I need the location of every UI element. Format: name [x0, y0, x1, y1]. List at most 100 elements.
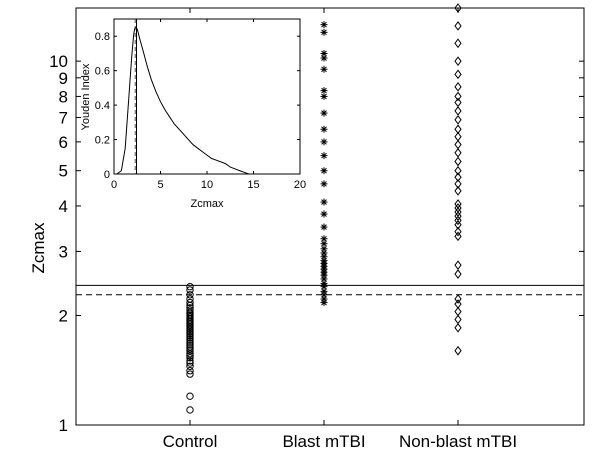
inset-y-axis-label: Youden Index — [80, 63, 92, 130]
inset-y-tick-label: 0 — [104, 169, 110, 181]
non-blast-point — [454, 172, 462, 182]
blast-point — [320, 245, 328, 253]
blast-point — [320, 223, 328, 231]
blast-point — [320, 138, 328, 146]
control-point — [186, 370, 194, 378]
blast-point — [320, 167, 328, 175]
blast-point — [320, 49, 328, 57]
inset-y-ticks: 0 0.2 0.4 0.6 0.8 — [95, 31, 300, 181]
control-point — [186, 339, 194, 347]
control-point — [186, 298, 194, 307]
inset-reference-lines — [134, 19, 138, 174]
blast-point — [320, 295, 328, 303]
non-blast-point — [454, 97, 462, 108]
main-data-points — [186, 3, 462, 414]
non-blast-point — [454, 211, 462, 221]
inset-x-tick-label: 15 — [247, 179, 259, 191]
non-blast-point — [454, 91, 462, 102]
main-y-tick-label: 4 — [59, 197, 68, 216]
non-blast-point — [454, 306, 462, 317]
control-point — [186, 392, 194, 400]
inset-x-tick-label: 20 — [294, 179, 306, 191]
main-y-tick-label: 6 — [59, 133, 68, 152]
blast-point — [320, 235, 328, 243]
non-blast-point — [454, 165, 462, 176]
non-blast-point — [454, 186, 462, 196]
main-y-tick-label: 2 — [59, 306, 68, 325]
non-blast-point — [454, 345, 462, 356]
inset-y-tick-label: 0.2 — [95, 135, 110, 147]
non-blast-point — [454, 3, 462, 13]
main-y-tick-label: 8 — [59, 87, 68, 106]
main-y-tick-label: 5 — [59, 162, 68, 181]
blast-point — [320, 287, 328, 295]
non-blast-point — [454, 226, 462, 237]
control-point — [186, 367, 194, 375]
control-point — [186, 357, 194, 365]
non-blast-point — [454, 215, 462, 226]
non-blast-point — [454, 203, 462, 213]
inset-y-tick-label: 0.6 — [95, 66, 110, 78]
blast-point — [320, 87, 328, 95]
main-y-tick-label: 3 — [59, 242, 68, 261]
control-point — [186, 343, 194, 351]
control-point — [186, 286, 194, 294]
non-blast-point — [454, 38, 462, 49]
non-blast-point — [454, 139, 462, 150]
main-reference-lines — [76, 284, 584, 296]
youden-curve — [116, 27, 249, 175]
non-blast-point — [454, 147, 462, 158]
main-y-tick-label: 10 — [49, 52, 68, 71]
main-x-ticks: Control Blast mTBI Non-blast mTBI — [163, 8, 517, 451]
non-blast-point — [454, 269, 462, 279]
blast-point — [320, 21, 328, 29]
non-blast-point — [454, 199, 462, 209]
non-blast-point — [454, 124, 462, 135]
blast-point — [320, 279, 328, 287]
non-blast-point — [454, 260, 462, 270]
control-point — [186, 354, 194, 362]
control-point — [186, 341, 194, 349]
non-blast-point — [454, 322, 462, 333]
non-blast-point — [454, 219, 462, 230]
inset-x-tick-label: 5 — [157, 179, 163, 191]
blast-point — [320, 28, 328, 36]
control-point — [186, 345, 194, 353]
blast-point — [320, 152, 328, 160]
main-x-tick-label: Blast mTBI — [282, 432, 365, 451]
non-blast-point — [454, 299, 462, 309]
non-blast-point — [454, 56, 462, 66]
main-y-axis-label: Zcmax — [29, 222, 48, 274]
control-point — [186, 291, 194, 299]
main-y-tick-label: 1 — [59, 416, 68, 435]
control-point — [186, 352, 194, 360]
inset-x-tick-label: 10 — [201, 179, 213, 191]
control-point — [186, 295, 194, 303]
blast-point — [320, 125, 328, 133]
main-y-tick-label: 7 — [59, 109, 68, 128]
control-point — [186, 347, 194, 355]
non-blast-point — [454, 69, 462, 80]
control-point — [186, 362, 194, 370]
non-blast-point — [454, 131, 462, 142]
blast-point — [320, 210, 328, 218]
non-blast-point — [454, 314, 462, 325]
inset-y-tick-label: 0.4 — [95, 100, 110, 112]
inset-chart: 0 0.2 0.4 0.6 0.8 0 5 10 15 20 Zcmax Youden Inde… — [80, 18, 306, 210]
non-blast-point — [454, 156, 462, 167]
main-y-tick-label: 9 — [59, 69, 68, 88]
main-x-tick-label: Non-blast mTBI — [399, 432, 517, 451]
non-blast-point — [454, 106, 462, 116]
blast-point — [320, 65, 328, 73]
inset-y-tick-label: 0.8 — [95, 31, 110, 43]
inset-x-ticks: 0 5 10 15 20 — [111, 19, 306, 191]
non-blast-point — [454, 207, 462, 217]
blast-point — [320, 180, 328, 188]
inset-x-axis-label: Zcmax — [191, 198, 225, 210]
non-blast-point — [454, 231, 462, 242]
control-point — [186, 406, 194, 414]
non-blast-point — [454, 179, 462, 189]
